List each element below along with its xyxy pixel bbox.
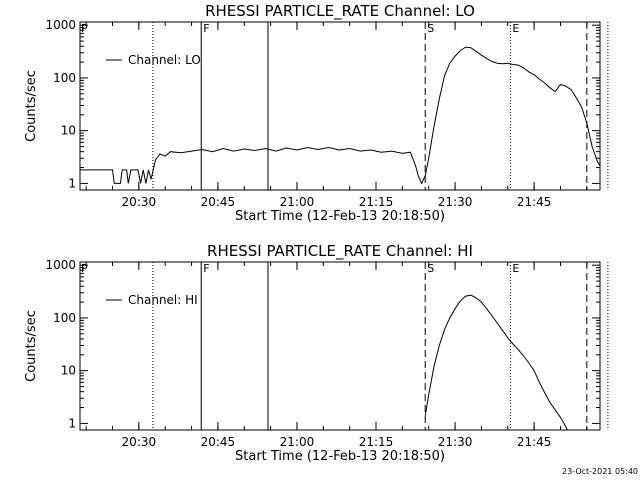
x-tick-label: 20:45 bbox=[201, 195, 236, 209]
x-tick-label: 21:15 bbox=[359, 195, 394, 209]
chart-title: RHESSI PARTICLE_RATE Channel: LO bbox=[205, 2, 475, 21]
event-marker-label: P bbox=[81, 262, 88, 275]
x-tick-label: 20:30 bbox=[122, 435, 157, 449]
legend-entry: Channel: HI bbox=[128, 293, 198, 307]
x-axis-label: Start Time (12-Feb-13 20:18:50) bbox=[235, 449, 445, 464]
y-tick-label: 100 bbox=[53, 311, 76, 325]
x-tick-label: 21:30 bbox=[438, 195, 473, 209]
event-marker-label: F bbox=[203, 262, 209, 275]
y-tick-label: 10 bbox=[61, 124, 76, 138]
event-marker-label: E bbox=[512, 22, 519, 35]
plot-frame bbox=[79, 21, 601, 191]
y-axis-label: Counts/sec bbox=[24, 310, 39, 382]
legend-entry: Channel: LO bbox=[128, 53, 201, 67]
y-axis-label: Counts/sec bbox=[24, 70, 39, 142]
plot-frame bbox=[79, 261, 601, 431]
series-line-0 bbox=[80, 46, 600, 185]
x-tick-label: 21:45 bbox=[517, 435, 552, 449]
x-tick-label: 21:45 bbox=[517, 195, 552, 209]
y-tick-label: 1000 bbox=[45, 18, 76, 32]
x-tick-label: 21:00 bbox=[280, 195, 315, 209]
y-tick-label: 10 bbox=[61, 364, 76, 378]
x-tick-label: 21:15 bbox=[359, 435, 394, 449]
y-tick-label: 100 bbox=[53, 71, 76, 85]
timestamp-footer: 23-Oct-2021 05:40 bbox=[562, 467, 638, 476]
y-tick-label: 1 bbox=[68, 176, 76, 190]
x-tick-label: 20:30 bbox=[122, 195, 157, 209]
event-marker-label: F bbox=[203, 22, 209, 35]
event-marker-label: S bbox=[427, 262, 434, 275]
x-tick-label: 21:30 bbox=[438, 435, 473, 449]
series-line-0 bbox=[424, 294, 568, 430]
x-tick-label: 21:00 bbox=[280, 435, 315, 449]
x-axis-label: Start Time (12-Feb-13 20:18:50) bbox=[235, 209, 445, 224]
event-marker-label: E bbox=[512, 262, 519, 275]
y-tick-label: 1 bbox=[68, 416, 76, 430]
event-marker-label: P bbox=[81, 22, 88, 35]
y-tick-label: 1000 bbox=[45, 258, 76, 272]
x-tick-label: 20:45 bbox=[201, 435, 236, 449]
chart-title: RHESSI PARTICLE_RATE Channel: HI bbox=[207, 242, 473, 261]
chart-panel-1: RHESSI PARTICLE_RATE Channel: HI 1 10 100 10… bbox=[24, 242, 609, 464]
event-marker-label: S bbox=[427, 22, 434, 35]
chart-panel-0: RHESSI PARTICLE_RATE Channel: LO 1 10 100 10… bbox=[24, 2, 609, 224]
